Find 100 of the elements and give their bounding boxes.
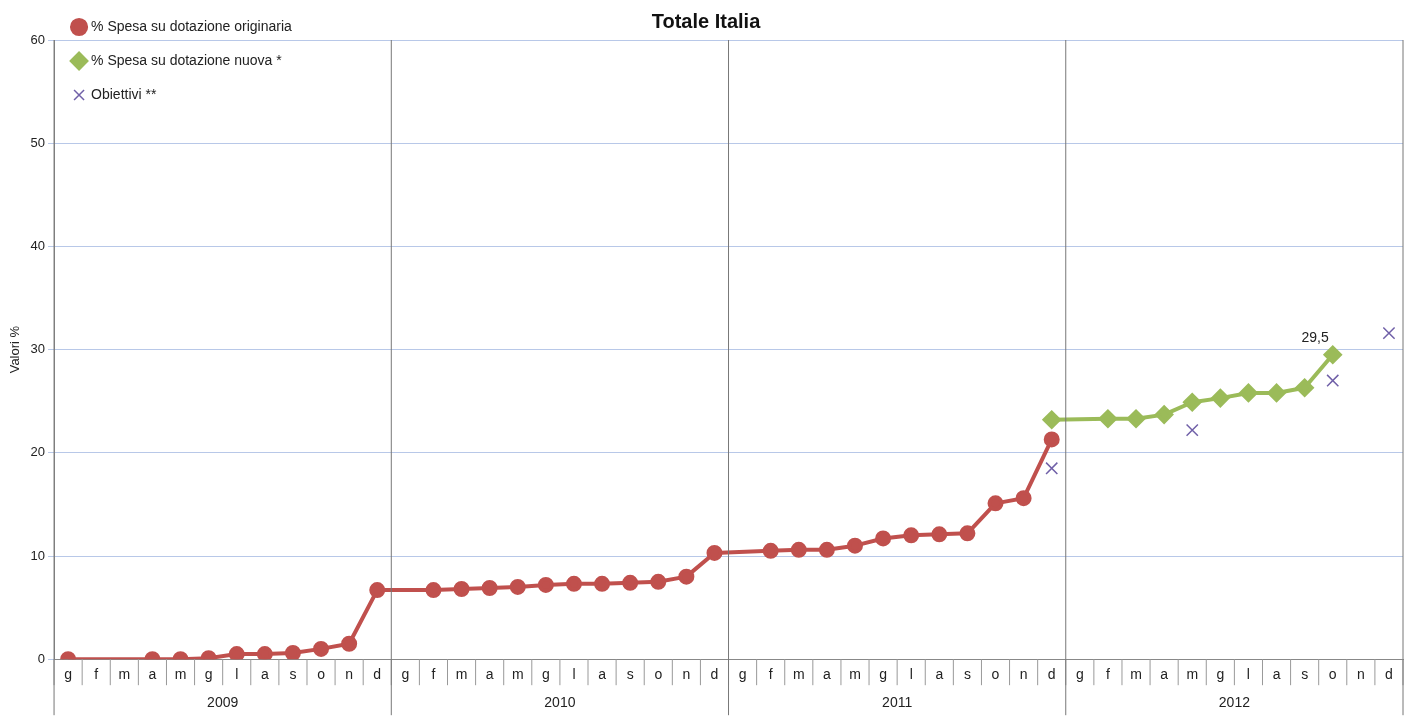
point (1267, 383, 1286, 402)
x-tick-label: n (1356, 666, 1365, 683)
point (453, 581, 470, 598)
point (284, 645, 301, 660)
point (1098, 409, 1117, 428)
text: 2011 (882, 694, 913, 711)
point (1127, 409, 1146, 428)
point (1326, 374, 1340, 387)
y-tick-label: 20 (30, 444, 46, 460)
x-tick-label: l (909, 666, 913, 683)
point (678, 568, 695, 585)
point (228, 646, 245, 660)
y-tick-label: 50 (30, 134, 46, 150)
x-tick-label: n (1019, 666, 1028, 683)
point (509, 578, 526, 595)
x-tick-label: a (148, 666, 157, 683)
point (594, 575, 611, 592)
y-tick-label: 30 (30, 341, 46, 357)
point (425, 582, 442, 599)
chart-title: Totale Italia (651, 9, 762, 32)
point (790, 541, 807, 558)
point (341, 635, 358, 652)
x-tick-label: a (485, 666, 494, 683)
point (481, 579, 498, 596)
x-tick-label: m (511, 666, 524, 683)
x-tick-label: g (401, 666, 410, 683)
point (875, 530, 892, 547)
point (762, 542, 779, 559)
point (1295, 378, 1314, 397)
x-tick-label: m (174, 666, 187, 683)
point (650, 573, 667, 590)
y-tick-label: 10 (30, 547, 46, 563)
x-tick-label: m (455, 666, 468, 683)
legend-label: % Spesa su dotazione originaria (91, 17, 293, 34)
point (931, 526, 948, 543)
x-tick-label: g (1075, 666, 1084, 683)
x-tick-label: a (822, 666, 831, 683)
point (903, 527, 920, 544)
x-tick-label: s (289, 666, 297, 683)
x-tick-label: s (626, 666, 634, 683)
point (565, 575, 582, 592)
point (622, 574, 639, 591)
x-tick-label: g (64, 666, 73, 683)
point (537, 576, 554, 593)
x-tick-label: d (1047, 666, 1056, 683)
data-label: 29,5 (1301, 328, 1329, 345)
x-tick-label: d (1385, 666, 1393, 683)
x-tick-label: m (849, 666, 861, 683)
x-tick-label: l (235, 666, 239, 683)
point (846, 537, 863, 554)
y-axis-title: Valori % (7, 325, 23, 374)
point (256, 646, 273, 660)
x-tick-label: a (598, 666, 607, 683)
point (1045, 461, 1059, 475)
point (1323, 345, 1342, 364)
x-tick-label: l (1246, 666, 1250, 683)
x-tick-label: a (260, 666, 269, 683)
x-tick-label: a (935, 666, 944, 683)
point (706, 544, 723, 561)
point (369, 582, 386, 599)
y-tick-label: 0 (37, 650, 46, 666)
point (987, 495, 1004, 512)
x-tick-label: g (204, 666, 213, 683)
x-tick-label: m (1130, 666, 1142, 683)
y-tick-label: 40 (30, 237, 46, 253)
point (1015, 490, 1032, 507)
x-tick-label: n (682, 666, 691, 683)
point (1239, 383, 1258, 402)
point (1382, 326, 1396, 340)
x-tick-label: f (1105, 666, 1110, 683)
text: 2009 (207, 694, 239, 711)
legend-label: Obiettivi ** (91, 85, 157, 102)
x-tick-label: g (738, 666, 747, 683)
point (1042, 410, 1061, 429)
point (818, 541, 835, 558)
x-tick-label: o (654, 666, 663, 683)
x-tick-label: a (1272, 666, 1281, 683)
x-tick-label: d (373, 666, 382, 683)
point (313, 640, 330, 657)
x-tick-label: f (431, 666, 436, 683)
x-tick-label: m (118, 666, 131, 683)
point (1211, 389, 1230, 408)
x-tick-label: g (541, 666, 550, 683)
x-tick-label: f (94, 666, 99, 683)
point (1185, 423, 1199, 437)
point (1043, 431, 1060, 448)
x-tick-label: a (1160, 666, 1169, 683)
x-tick-label: m (1186, 666, 1199, 683)
x-tick-label: o (991, 666, 1000, 683)
x-tick-label: s (1301, 666, 1309, 683)
point (1183, 393, 1202, 412)
x-tick-label: d (710, 666, 719, 683)
x-tick-label: m (792, 666, 805, 683)
x-tick-label: g (879, 666, 887, 683)
x-tick-label: s (963, 666, 971, 683)
legend-label: % Spesa su dotazione nuova * (91, 51, 283, 68)
x-tick-label: l (572, 666, 576, 683)
x-tick-label: f (768, 666, 773, 683)
point (1155, 405, 1174, 424)
x-tick-label: o (1328, 666, 1337, 683)
